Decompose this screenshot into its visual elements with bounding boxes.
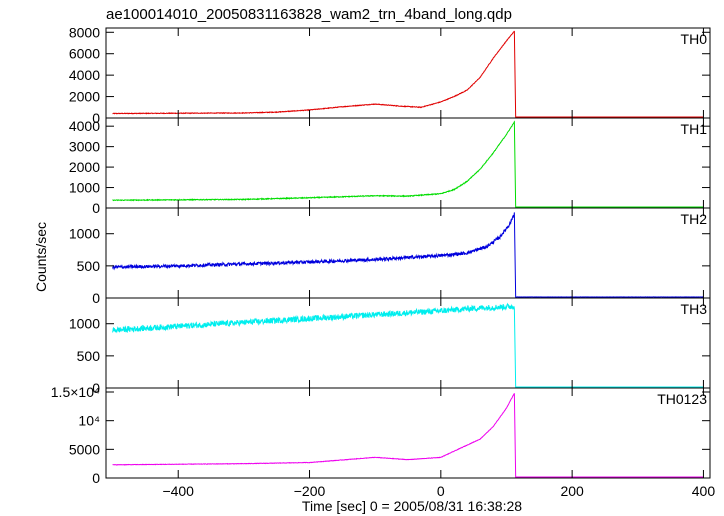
series-line-th0123 (112, 393, 704, 478)
y-tick-label: 2000 (69, 89, 100, 105)
panel-label: TH0123 (657, 391, 707, 407)
y-tick-label: 500 (77, 348, 101, 364)
y-tick-label: 4000 (69, 118, 100, 134)
chart-panels: TH0 0 2000 4000 6000 8000 TH1 0 1000 2000 3000 4000… (51, 24, 711, 486)
y-tick-label: 2000 (69, 159, 100, 175)
x-tick-label: −200 (294, 483, 326, 499)
y-tick-label: 1000 (69, 180, 100, 196)
x-axis: −400 −200 0 200 400 (162, 483, 715, 499)
panel-frame (105, 387, 711, 479)
panel-th0: TH0 0 2000 4000 6000 8000 (69, 24, 711, 126)
x-tick-label: 400 (692, 483, 716, 499)
panel-label: TH0 (681, 31, 708, 47)
x-tick-label: 0 (437, 483, 445, 499)
panel-frame (105, 117, 711, 209)
x-tick-label: −400 (162, 483, 194, 499)
y-tick-label: 1000 (69, 316, 100, 332)
y-tick-label: 1000 (69, 226, 100, 242)
y-tick-label: 10⁴ (78, 413, 100, 429)
y-tick-label: 0 (92, 470, 100, 486)
y-tick-label: 0 (92, 290, 100, 306)
y-tick-label: 5000 (69, 441, 100, 457)
series-line-th3 (112, 302, 704, 388)
y-axis-label: Counts/sec (33, 222, 49, 292)
panel-frame (105, 297, 711, 389)
y-tick-label: 0 (92, 380, 100, 396)
panel-label: TH2 (681, 211, 708, 227)
y-tick-label: 8000 (69, 24, 100, 40)
panel-label: TH1 (681, 121, 708, 137)
panel-label: TH3 (681, 301, 708, 317)
y-tick-label: 4000 (69, 67, 100, 83)
panel-frame (105, 27, 711, 119)
panel-th0123: TH0123 0 5000 10⁴ 1.5×10⁴ (51, 384, 711, 486)
y-tick-label: 0 (92, 200, 100, 216)
series-line-th2 (112, 212, 704, 298)
y-tick-label: 0 (92, 110, 100, 126)
y-tick-label: 500 (77, 258, 101, 274)
x-axis-label: Time [sec] 0 = 2005/08/31 16:38:28 (302, 498, 522, 514)
y-tick-label: 6000 (69, 46, 100, 62)
panel-th3: TH3 0 500 1000 (69, 297, 711, 396)
x-tick-label: 200 (560, 483, 584, 499)
y-tick-label: 3000 (69, 139, 100, 155)
y-tick-label: 1.5×10⁴ (51, 384, 100, 400)
panel-frame (105, 207, 711, 299)
series-line-th1 (112, 120, 704, 208)
panel-th2: TH2 0 500 1000 (69, 207, 711, 306)
series-line-th0 (112, 30, 704, 118)
panel-th1: TH1 0 1000 2000 3000 4000 (69, 117, 711, 216)
chart-title: ae100014010_20050831163828_wam2_trn_4ban… (106, 6, 512, 23)
